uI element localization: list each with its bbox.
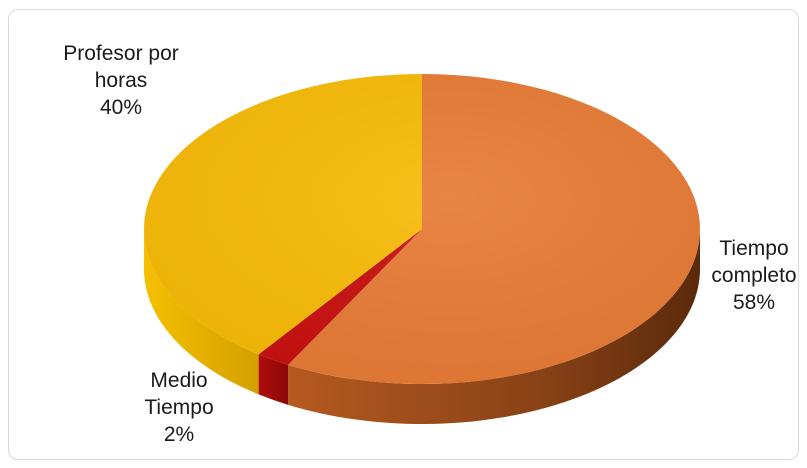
pie-top-sheen (144, 74, 700, 384)
pie-chart (144, 74, 701, 425)
label-tiempo-completo: Tiempo completo 58% (699, 235, 798, 316)
label-tiempo-line2: completo (711, 264, 797, 287)
pie-side-medio-tiempo (258, 354, 289, 405)
pie-side-profesor-por-horas (144, 229, 259, 395)
label-profesor-line2: horas (94, 69, 148, 92)
label-medio-line2: Tiempo (144, 396, 214, 419)
label-medio-tiempo: Medio Tiempo 2% (129, 367, 229, 448)
label-profesor-por-horas: Profesor por horas 40% (51, 40, 191, 121)
pie-side-tiempo-completo (288, 229, 700, 425)
label-medio-line1: Medio (150, 369, 208, 392)
label-tiempo-line1: Tiempo (719, 237, 789, 260)
label-profesor-pct: 40% (99, 96, 143, 119)
label-medio-pct: 2% (163, 423, 195, 446)
label-tiempo-pct: 58% (732, 291, 776, 314)
label-profesor-line1: Profesor por (63, 42, 179, 65)
chart-frame: Profesor por horas 40% Tiempo completo 5… (8, 9, 799, 460)
